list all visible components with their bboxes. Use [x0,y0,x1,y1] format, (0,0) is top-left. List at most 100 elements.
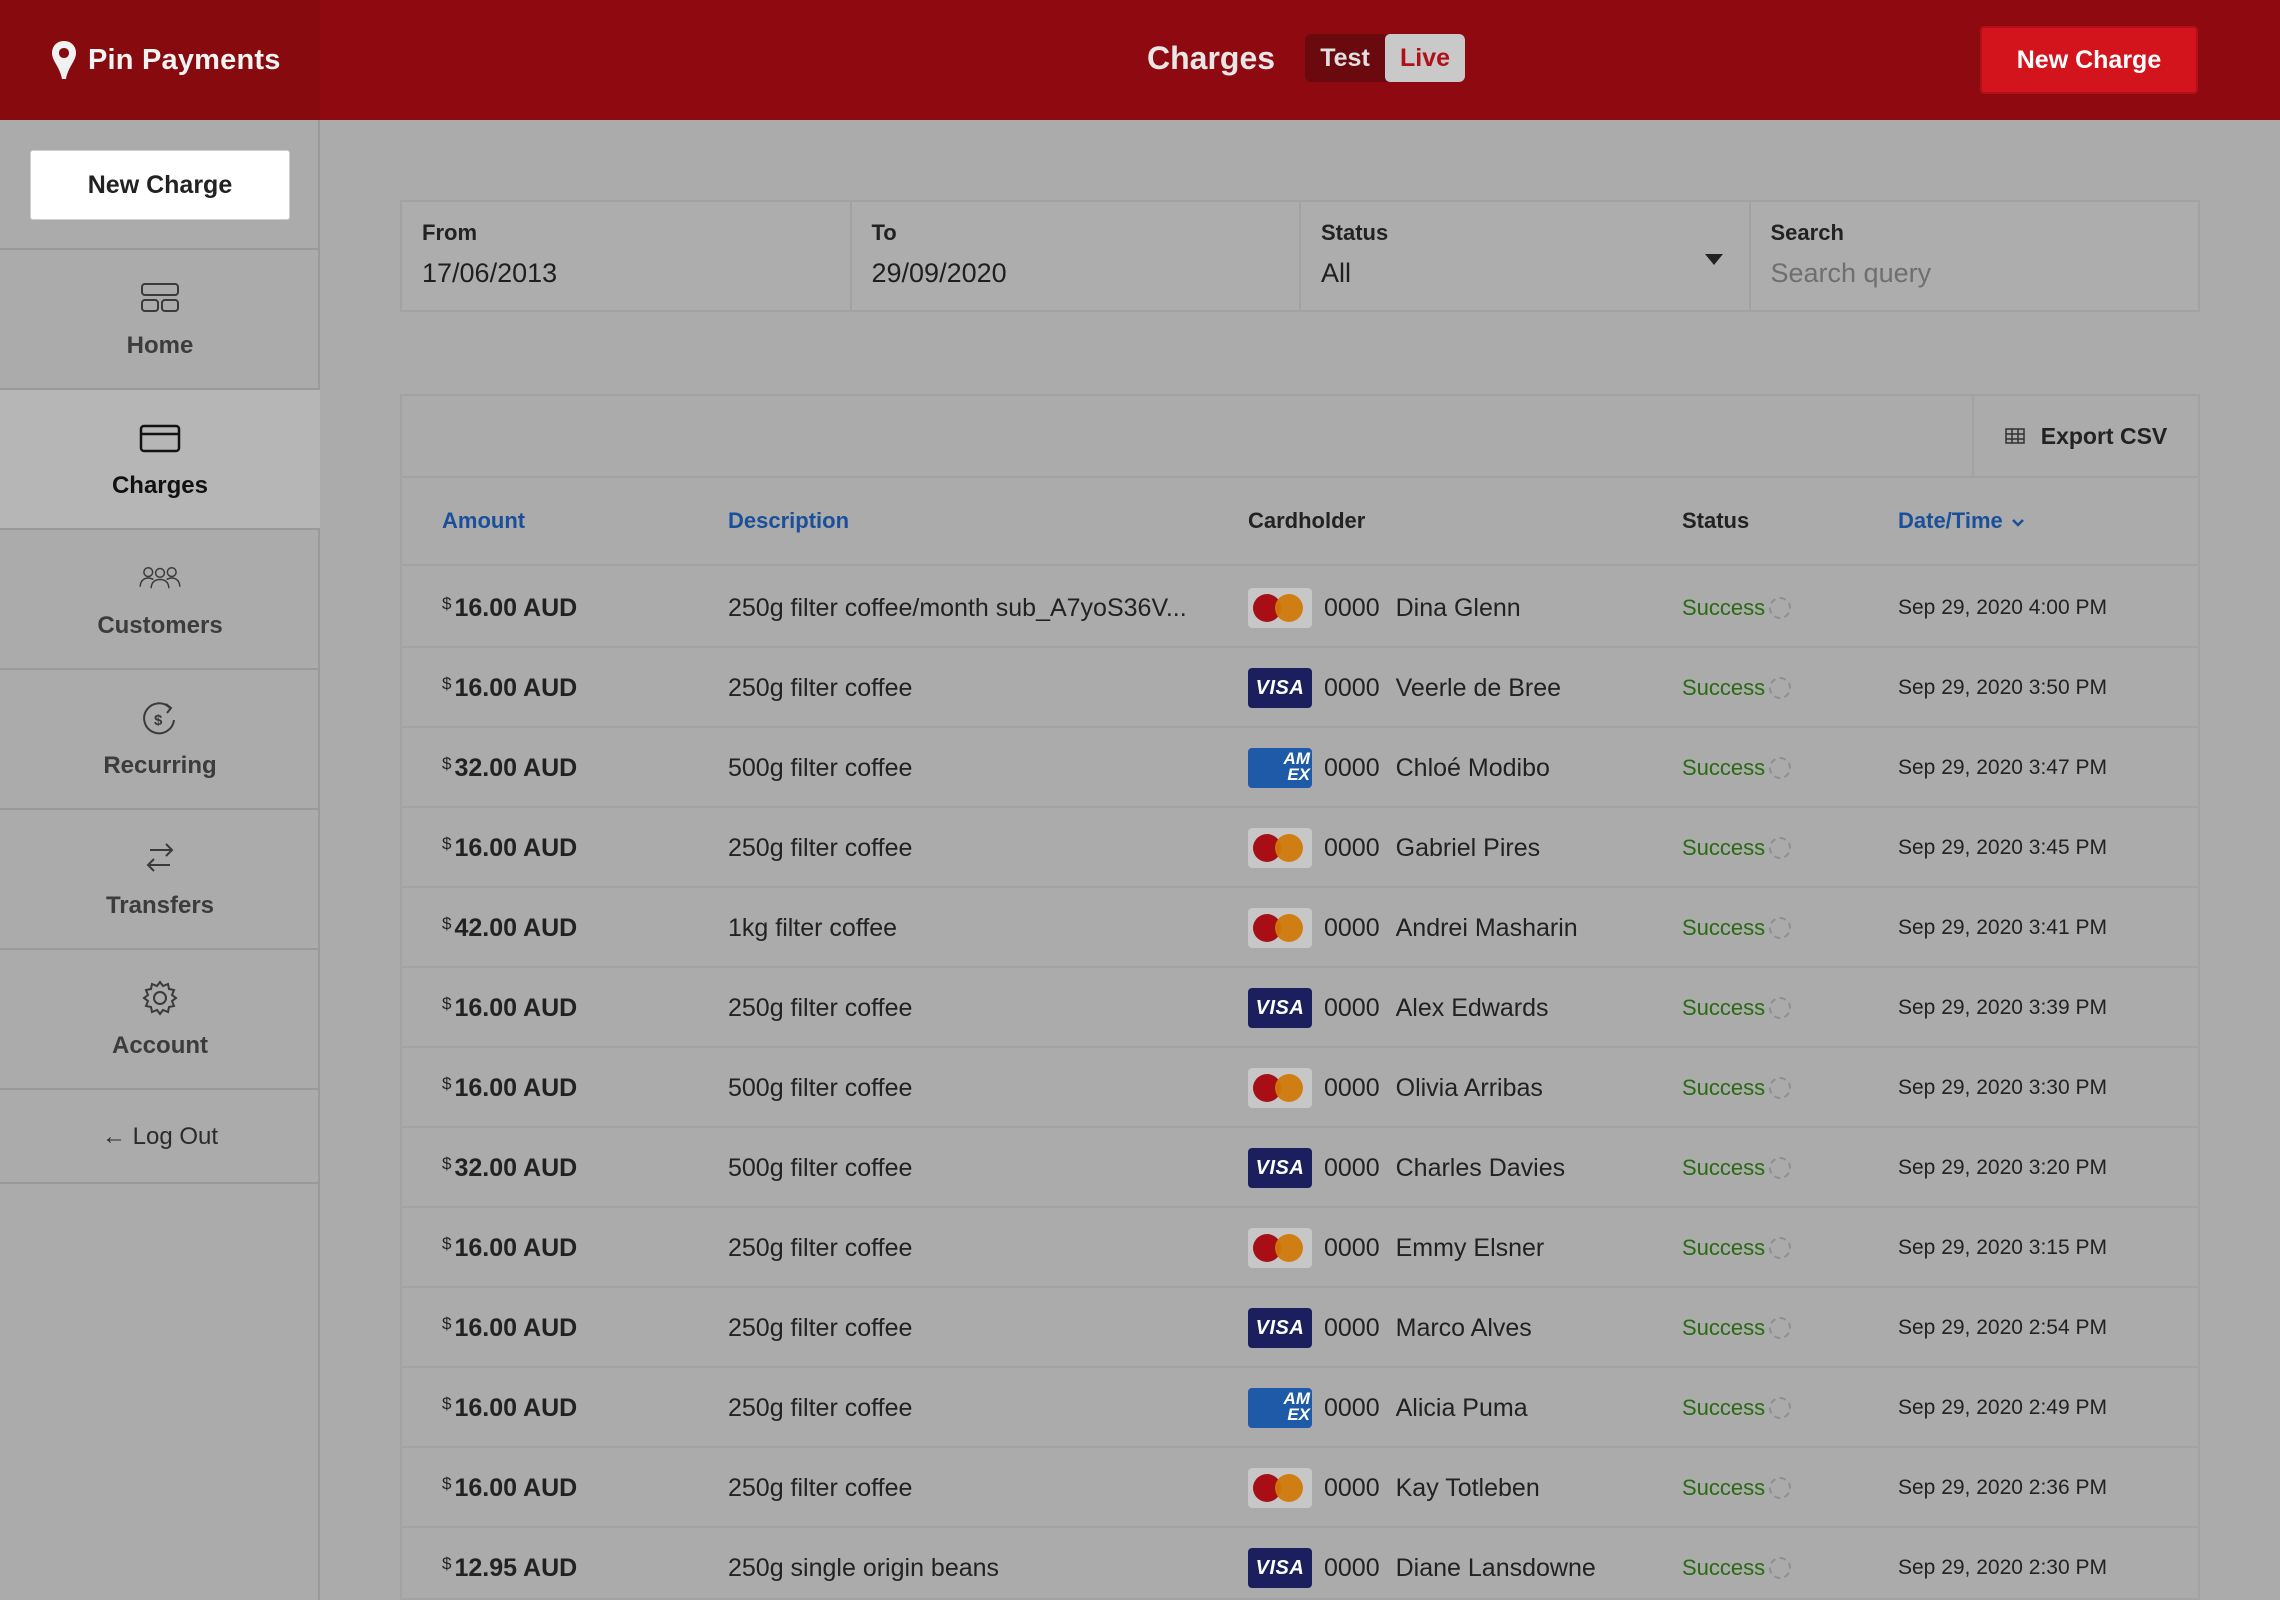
sidebar-item-recurring[interactable]: $ Recurring [0,670,320,810]
table-row[interactable]: $ 32.00 AUD 500g filter coffee AM EX 0000… [402,728,2198,808]
table-row[interactable]: $ 16.00 AUD 250g filter coffee/month sub… [402,568,2198,648]
amex-icon: AM EX [1248,748,1312,788]
table-row[interactable]: $ 16.00 AUD 250g filter coffee AM EX 0000… [402,1368,2198,1448]
table-row[interactable]: $ 16.00 AUD 250g filter coffee 0000 Kay … [402,1448,2198,1528]
currency-symbol: $ [442,1394,452,1413]
description-cell: 250g single origin beans [728,1554,1000,1582]
sidebar-item-home[interactable]: Home [0,250,320,390]
status-cell: Success [1682,1288,1882,1368]
status-badge: Success [1682,1395,1766,1420]
mode-test-button[interactable]: Test [1320,43,1370,72]
mastercard-icon [1248,588,1312,628]
search-filter[interactable]: Search [1751,202,2199,310]
status-spinner-icon [1769,757,1792,779]
column-header-amount[interactable]: Amount [442,508,526,533]
cardholder-name: Charles Davies [1395,1153,1566,1182]
sidebar-item-charges[interactable]: Charges [0,390,320,530]
status-spinner-icon [1769,677,1792,699]
header-new-charge-button[interactable]: New Charge [1980,26,2198,94]
amount-value: 16.00 AUD [454,1233,578,1262]
amount-value: 16.00 AUD [454,1393,578,1422]
card-last4: 0000 [1324,1553,1380,1582]
datetime-cell: Sep 29, 2020 2:36 PM [1898,1476,2107,1499]
description-cell: 500g filter coffee [728,754,913,782]
table-row[interactable]: $ 16.00 AUD 250g filter coffee VISA 0000… [402,1288,2198,1368]
sidebar-item-label: Charges [111,472,209,499]
sidebar-item-customers[interactable]: Customers [0,530,320,670]
mode-live-button[interactable]: Live [1385,34,1465,82]
status-badge: Success [1682,915,1766,940]
logout-link[interactable]: ← Log Out [0,1092,320,1184]
cardholder-name: Alex Edwards [1395,993,1549,1022]
cardholder-cell: 0000 Gabriel Pires [1248,808,1668,888]
sidebar-item-account[interactable]: Account [0,950,320,1090]
card-last4: 0000 [1324,1073,1380,1102]
sidebar-item-transfers[interactable]: Transfers [0,810,320,950]
brand-logo[interactable]: Pin Payments [0,0,320,120]
sidebar-new-charge-button[interactable]: New Charge [30,150,290,220]
table-row[interactable]: $ 16.00 AUD 250g filter coffee 0000 Gabr… [402,808,2198,888]
currency-symbol: $ [442,1314,452,1333]
amount-value: 16.00 AUD [454,833,578,862]
status-select[interactable]: All [1321,258,1352,288]
status-cell: Success [1682,648,1882,728]
cardholder-cell: 0000 Olivia Arribas [1248,1048,1668,1128]
table-row[interactable]: $ 16.00 AUD 250g filter coffee 0000 Emmy… [402,1208,2198,1288]
currency-symbol: $ [442,754,452,773]
from-date-field[interactable]: 17/06/2013 [422,258,558,288]
datetime-cell: Sep 29, 2020 4:00 PM [1898,596,2107,619]
amount-value: 16.00 AUD [454,1473,578,1502]
description-cell: 250g filter coffee [728,1234,913,1262]
cardholder-cell: VISA 0000 Veerle de Bree [1248,648,1668,728]
sidebar-item-label: Account [112,1032,208,1059]
currency-symbol: $ [442,1154,452,1173]
description-cell: 250g filter coffee [728,1314,913,1342]
table-row[interactable]: $ 12.95 AUD 250g single origin beans VIS… [402,1528,2198,1600]
table-row[interactable]: $ 16.00 AUD 500g filter coffee 0000 Oliv… [402,1048,2198,1128]
status-cell: Success [1682,808,1882,888]
amount-cell: $ 16.00 AUD [442,1448,702,1528]
datetime-cell: Sep 29, 2020 3:41 PM [1898,916,2107,939]
currency-symbol: $ [442,594,452,613]
dropdown-caret-icon[interactable] [1704,254,1723,265]
table-row[interactable]: $ 16.00 AUD 250g filter coffee VISA 0000… [402,648,2198,728]
cardholder-name: Olivia Arribas [1395,1073,1543,1102]
recurring-icon: $ [138,698,182,738]
card-last4: 0000 [1324,833,1380,862]
status-badge: Success [1682,835,1766,860]
top-header: Pin Payments Charges Test Live New Charg… [0,0,2280,120]
search-input[interactable] [1770,258,2178,289]
datetime-cell: Sep 29, 2020 2:30 PM [1898,1556,2107,1579]
status-cell: Success [1682,968,1882,1048]
amount-value: 32.00 AUD [454,753,578,782]
sidebar: New Charge Home Charges Customers $ Recu… [0,120,320,1600]
card-last4: 0000 [1324,1233,1380,1262]
table-row[interactable]: $ 42.00 AUD 1kg filter coffee 0000 Andre… [402,888,2198,968]
amount-value: 12.95 AUD [454,1553,578,1582]
card-last4: 0000 [1324,993,1380,1022]
table-row[interactable]: $ 32.00 AUD 500g filter coffee VISA 0000… [402,1128,2198,1208]
from-label: From [422,220,477,245]
visa-icon: VISA [1248,1148,1312,1188]
to-date-filter[interactable]: To 29/09/2020 [852,202,1301,310]
datetime-cell: Sep 29, 2020 3:45 PM [1898,836,2107,859]
table-header: Amount Description Cardholder Status Dat… [402,478,2198,566]
table-row[interactable]: $ 16.00 AUD 250g filter coffee VISA 0000… [402,968,2198,1048]
status-cell: Success [1682,1528,1882,1600]
table-toolbar: Export CSV [402,396,2198,478]
status-cell: Success [1682,1208,1882,1288]
column-header-datetime[interactable]: Date/Time [1898,508,2025,534]
transfers-icon [138,838,182,878]
amount-value: 16.00 AUD [454,673,578,702]
export-csv-button[interactable]: Export CSV [1972,396,2198,476]
status-filter[interactable]: Status All [1301,202,1751,310]
status-badge: Success [1682,755,1766,780]
to-label: To [871,220,897,245]
column-header-description[interactable]: Description [728,508,850,533]
from-date-filter[interactable]: From 17/06/2013 [402,202,852,310]
status-badge: Success [1682,1475,1766,1500]
card-last4: 0000 [1324,753,1380,782]
to-date-field[interactable]: 29/09/2020 [871,258,1007,288]
amount-value: 16.00 AUD [454,593,578,622]
column-header-cardholder: Cardholder [1248,508,1366,533]
